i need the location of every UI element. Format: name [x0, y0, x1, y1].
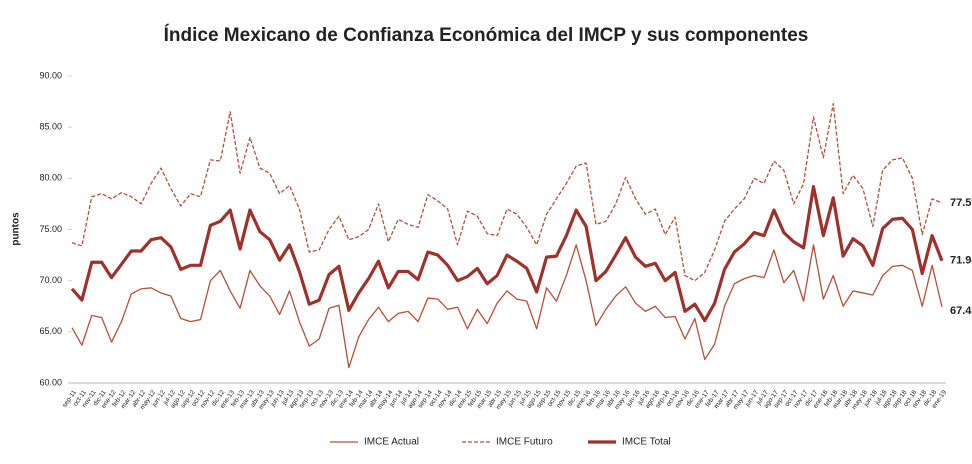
- series-line: [71, 244, 943, 369]
- legend-label: IMCE Total: [622, 437, 671, 448]
- y-tick-label: 60.00: [39, 377, 62, 387]
- y-tick-label: 70.00: [39, 275, 62, 285]
- chart-title: Índice Mexicano de Confianza Económica d…: [164, 24, 809, 46]
- series-line: [71, 102, 943, 282]
- legend-label: IMCE Futuro: [496, 437, 553, 448]
- y-tick-label: 85.00: [39, 122, 62, 132]
- y-tick-label: 75.00: [39, 224, 62, 234]
- y-tick-label: 80.00: [39, 173, 62, 183]
- y-tick-label: 65.00: [39, 326, 62, 336]
- end-value-label: 71.94: [950, 255, 972, 267]
- y-tick-label: 90.00: [39, 70, 62, 80]
- y-axis-label: puntos: [11, 212, 22, 246]
- legend-label: IMCE Actual: [364, 437, 419, 448]
- end-value-label: 67.43: [950, 305, 972, 317]
- end-value-label: 77.59: [950, 197, 972, 209]
- series-line: [70, 184, 944, 323]
